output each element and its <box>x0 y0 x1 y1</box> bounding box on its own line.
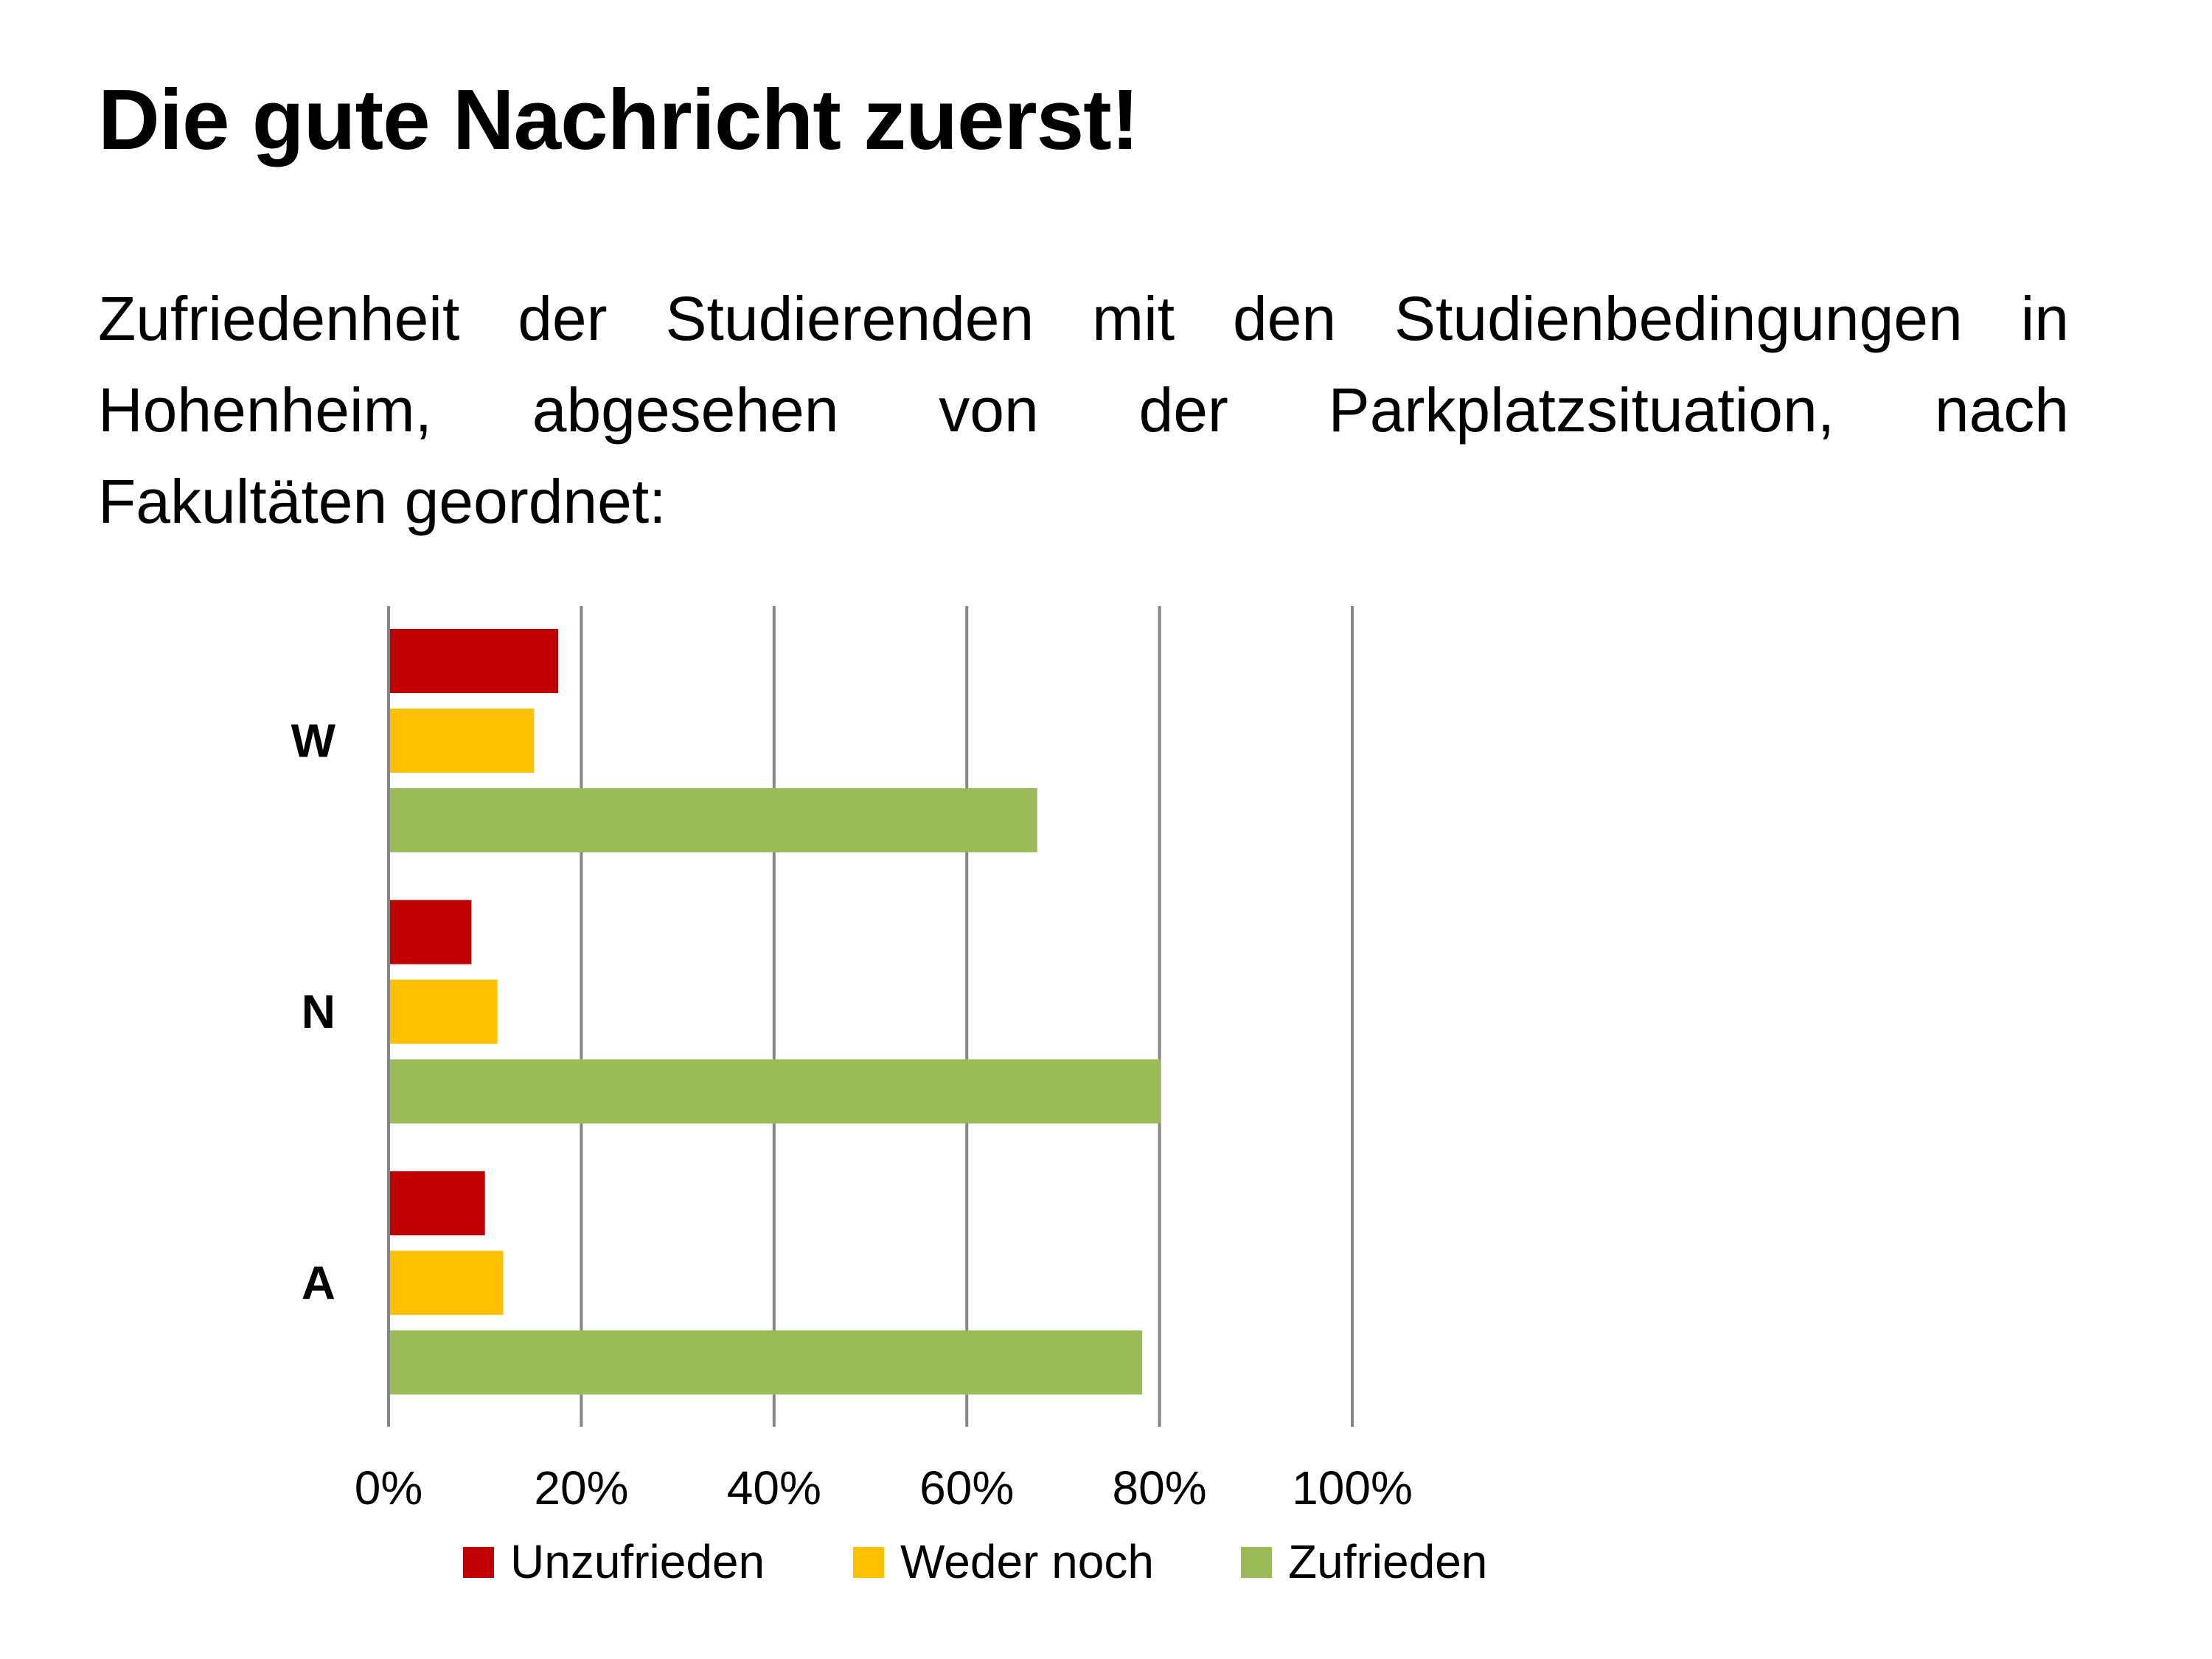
page-title: Die gute Nachricht zuerst! <box>98 72 1139 167</box>
legend-label: Zufrieden <box>1288 1535 1487 1588</box>
bar-N-weder-noch <box>390 979 498 1044</box>
y-category-label: N <box>302 985 335 1038</box>
subtitle-line: Zufriedenheit der Studierenden mit den S… <box>98 284 2069 353</box>
x-tick-label: 80% <box>1113 1461 1207 1514</box>
x-tick-label: 60% <box>919 1461 1014 1514</box>
bar-A-weder-noch <box>390 1251 504 1315</box>
subtitle: Zufriedenheit der Studierenden mit den S… <box>98 273 2069 547</box>
legend-label: Unzufrieden <box>510 1535 765 1588</box>
bar-W-weder-noch <box>390 709 535 773</box>
legend-swatch <box>463 1547 494 1578</box>
legend-swatch <box>1241 1547 1272 1578</box>
subtitle-line: Fakultäten geordnet: <box>98 467 667 536</box>
bar-A-unzufrieden <box>390 1171 485 1236</box>
legend-label: Weder noch <box>900 1535 1154 1588</box>
subtitle-line: Hohenheim, abgesehen von der Parkplatzsi… <box>98 375 2069 445</box>
x-tick-label: 100% <box>1292 1461 1413 1514</box>
bar-W-unzufrieden <box>390 629 559 693</box>
x-tick-label: 0% <box>355 1461 423 1514</box>
bar-N-unzufrieden <box>390 900 472 964</box>
x-tick-label: 40% <box>727 1461 821 1514</box>
bar-W-zufrieden <box>390 788 1037 852</box>
legend-swatch <box>853 1547 884 1578</box>
y-category-label: A <box>302 1256 335 1310</box>
y-category-label: W <box>291 714 336 768</box>
bar-A-zufrieden <box>390 1330 1143 1395</box>
x-tick-label: 20% <box>534 1461 628 1514</box>
bar-N-zufrieden <box>390 1059 1161 1124</box>
